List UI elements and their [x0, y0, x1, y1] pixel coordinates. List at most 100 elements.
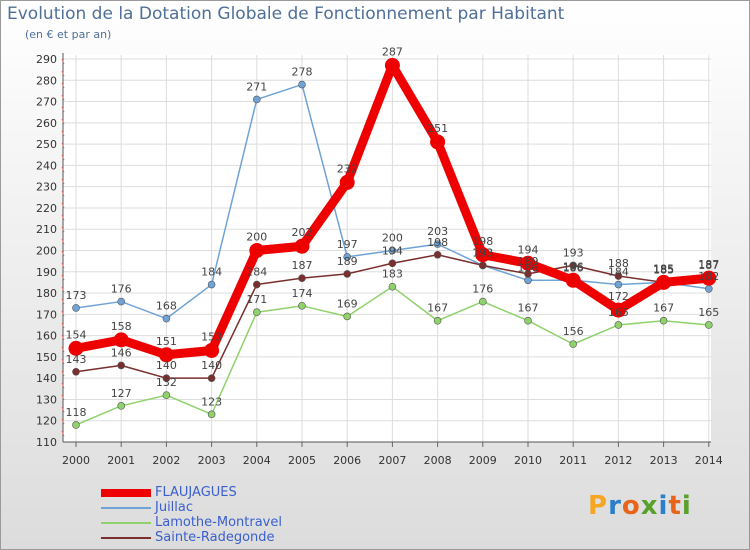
point-juillac: [704, 284, 713, 293]
point-flaujagues: [204, 343, 220, 359]
y-axis-dash: [61, 286, 65, 293]
point-lamothe-montravel: [253, 308, 261, 317]
data-label-lamothe-montravel: 127: [111, 387, 132, 400]
data-label-lamothe-montravel: 165: [698, 306, 719, 319]
logo-letter: i: [658, 491, 669, 521]
data-label-lamothe-montravel: 123: [201, 395, 222, 408]
data-label-flaujagues: 202: [292, 226, 313, 239]
y-tick-label: 170: [36, 308, 57, 321]
y-tick-label: 140: [36, 372, 57, 385]
point-flaujagues: [701, 270, 717, 286]
data-label-layer: 154 158 151 153 200 202 232 287 251 198 194 186 172 1…: [66, 45, 720, 419]
x-tick-label: 2006: [333, 454, 361, 467]
point-sainte-radegonde: [207, 374, 216, 382]
data-label-flaujagues: 186: [563, 260, 584, 273]
y-tick-label: 200: [36, 245, 57, 258]
y-axis-dash: [61, 298, 65, 305]
point-sainte-radegonde: [569, 261, 578, 270]
y-axis-dash: [61, 106, 65, 113]
point-lamothe-montravel: [569, 340, 578, 348]
y-axis-dash: [61, 274, 65, 281]
y-axis-dash: [61, 394, 65, 401]
point-sainte-radegonde: [72, 367, 80, 376]
data-label-sainte-radegonde: 184: [246, 266, 267, 279]
y-tick-label: 210: [36, 223, 57, 236]
y-tick-label: 230: [36, 181, 57, 194]
x-tick-label: 2014: [695, 454, 723, 467]
legend-swatch: [101, 507, 151, 509]
y-tick-label: 220: [36, 202, 57, 215]
data-label-lamothe-montravel: 167: [518, 302, 539, 315]
y-tick-label: 180: [36, 287, 57, 300]
y-axis-dash: [61, 238, 65, 245]
data-label-lamothe-montravel: 156: [563, 325, 584, 338]
data-label-flaujagues: 194: [518, 243, 539, 256]
y-axis-dash: [61, 370, 65, 377]
data-label-flaujagues: 287: [382, 45, 403, 58]
legend-label: FLAUJAGUES: [155, 485, 237, 500]
point-flaujagues: [339, 174, 355, 190]
y-axis-dash: [61, 406, 65, 413]
data-label-lamothe-montravel: 176: [472, 283, 493, 296]
data-label-juillac: 197: [337, 238, 358, 251]
point-flaujagues: [249, 243, 265, 258]
x-tick-label: 2013: [650, 454, 678, 467]
y-axis-dash: [61, 322, 65, 329]
data-label-lamothe-montravel: 167: [653, 302, 674, 315]
point-sainte-radegonde: [298, 274, 306, 282]
point-flaujagues: [384, 57, 400, 73]
y-axis-dash: [61, 118, 65, 125]
x-tick-label: 2007: [378, 454, 406, 467]
point-lamothe-montravel: [343, 312, 352, 321]
x-tick-label: 2011: [559, 454, 587, 467]
data-label-flaujagues: 158: [111, 320, 132, 333]
data-label-lamothe-montravel: 165: [608, 306, 629, 319]
y-axis-dash: [61, 346, 65, 353]
point-juillac: [207, 280, 216, 289]
data-label-sainte-radegonde: 146: [111, 346, 132, 359]
point-flaujagues: [565, 272, 581, 288]
data-label-juillac: 168: [156, 300, 177, 313]
data-label-sainte-radegonde: 187: [698, 259, 719, 272]
y-tick-label: 250: [36, 138, 57, 151]
point-flaujagues: [430, 134, 446, 150]
y-tick-label: 160: [36, 330, 57, 343]
data-label-flaujagues: 232: [337, 162, 358, 175]
point-juillac: [388, 246, 397, 255]
data-label-sainte-radegonde: 140: [156, 359, 177, 372]
point-flaujagues: [294, 238, 310, 254]
legend-swatch: [101, 522, 151, 524]
point-sainte-radegonde: [388, 259, 397, 268]
point-sainte-radegonde: [614, 272, 623, 280]
series-layer: [68, 57, 717, 429]
data-label-flaujagues: 198: [472, 235, 493, 248]
logo-letter: i: [681, 491, 692, 521]
data-label-juillac: 184: [201, 266, 222, 279]
x-tick-label: 2012: [604, 454, 632, 467]
legend-swatch: [101, 489, 151, 497]
data-label-sainte-radegonde: 189: [337, 255, 358, 268]
data-label-flaujagues: 185: [653, 262, 674, 275]
point-sainte-radegonde: [433, 250, 442, 259]
point-lamothe-montravel: [117, 402, 125, 410]
y-axis-dash: [61, 82, 65, 89]
x-tick-label: 2001: [107, 454, 135, 467]
legend-label: Lamothe-Montravel: [155, 515, 282, 530]
point-lamothe-montravel: [433, 316, 442, 325]
point-sainte-radegonde: [253, 280, 261, 289]
y-axis-dash: [61, 178, 65, 185]
data-label-juillac: 278: [292, 66, 313, 79]
y-tick-label: 130: [36, 393, 57, 406]
legend-swatch: [101, 537, 151, 539]
y-tick-label: 110: [36, 436, 57, 449]
data-label-juillac: 184: [608, 266, 629, 279]
legend-label: Juillac: [155, 500, 194, 515]
data-label-flaujagues: 153: [201, 331, 222, 344]
y-axis-dash: [61, 334, 65, 341]
point-lamothe-montravel: [388, 282, 397, 291]
point-juillac: [614, 280, 623, 289]
data-label-lamothe-montravel: 169: [337, 297, 358, 310]
point-flaujagues: [656, 274, 672, 290]
point-lamothe-montravel: [614, 321, 623, 329]
